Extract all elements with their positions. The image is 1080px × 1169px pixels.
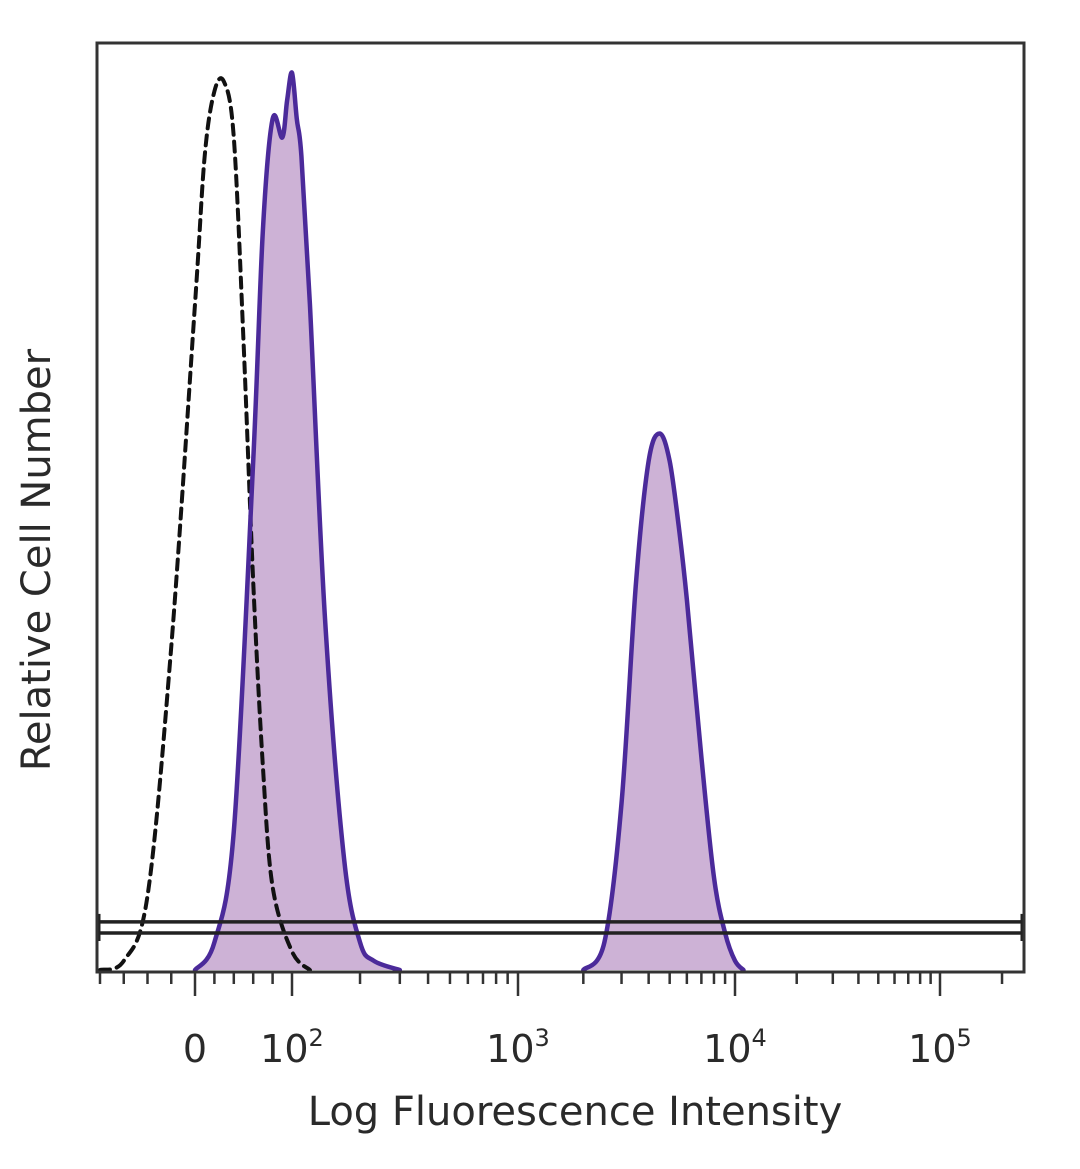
- series-3-fill: [583, 433, 744, 970]
- x-tick-label-3: 103: [486, 1024, 550, 1071]
- x-tick-label-2: 102: [260, 1024, 324, 1071]
- x-tick-label-1: 0: [183, 1027, 207, 1071]
- series-2-line: [192, 70, 403, 973]
- x-axis-label: Log Fluorescence Intensity: [308, 1089, 843, 1135]
- x-axis-tick-labels: 0 102 103 104 105: [183, 1024, 972, 1071]
- histogram-lines: [98, 70, 746, 973]
- series-2-fill: [195, 72, 400, 970]
- histogram-fills: [195, 72, 744, 970]
- x-tick-label-4: 104: [703, 1024, 767, 1071]
- series-1-line: [98, 76, 312, 972]
- plot-frame: [95, 41, 1026, 974]
- x-axis-ticks: [98, 972, 1004, 996]
- y-axis-label: Relative Cell Number: [14, 348, 60, 771]
- x-tick-label-5: 105: [908, 1024, 972, 1071]
- baseline-bar: [97, 913, 1024, 941]
- series-3-line: [581, 431, 746, 973]
